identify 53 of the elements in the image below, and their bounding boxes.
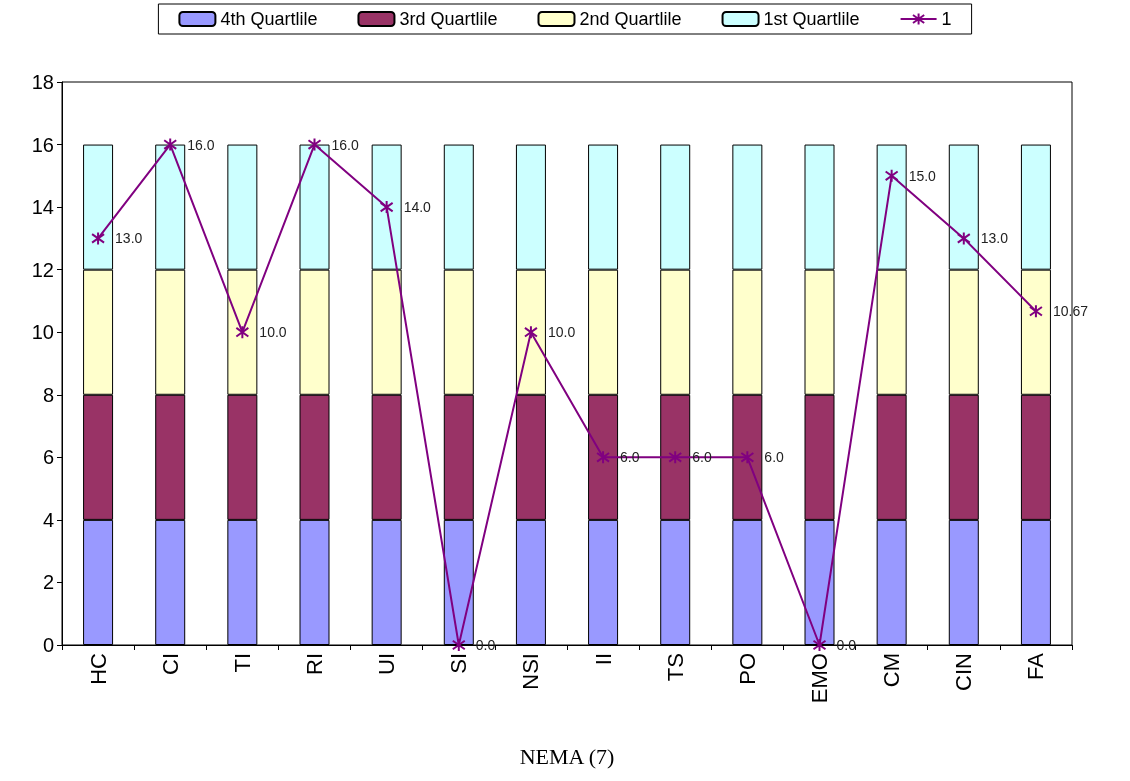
- x-tick-label: EMO: [807, 653, 832, 704]
- data-label: 10.0: [547, 324, 576, 341]
- x-tick-label: RI: [302, 653, 327, 675]
- y-tick-label: 0: [42, 634, 54, 656]
- y-tick-label: 6: [42, 446, 54, 469]
- point: [668, 450, 683, 465]
- x-tick-label: CI: [157, 653, 183, 675]
- y-tick-label: 10: [31, 321, 54, 344]
- point: [884, 168, 899, 183]
- x-tick-label: CM: [879, 653, 905, 688]
- point: [91, 231, 106, 246]
- y-tick-label: 14: [31, 196, 54, 219]
- data-label: 14.0: [403, 199, 432, 216]
- x-tick-label: HC: [85, 652, 111, 685]
- x-tick-label: NSI: [518, 653, 544, 690]
- point: [740, 450, 755, 465]
- data-label: 6.0: [764, 449, 785, 466]
- x-tick-label: UI: [374, 653, 400, 675]
- point: [812, 638, 827, 652]
- y-tick-label: 12: [31, 258, 54, 281]
- y-tick-label: 18: [31, 71, 54, 93]
- point: [956, 231, 971, 246]
- y-tick-label: 16: [31, 133, 54, 156]
- y-tick-label: 2: [42, 571, 54, 594]
- data-label: 13.0: [115, 230, 143, 247]
- x-tick-label: PO: [734, 653, 760, 685]
- data-label: 15.0: [908, 167, 937, 184]
- legend-label: 1: [941, 9, 952, 29]
- y-tick-label: 8: [42, 383, 54, 406]
- x-tick-label: TI: [229, 653, 255, 673]
- point: [523, 325, 538, 340]
- y-tick-label: 4: [42, 508, 54, 531]
- legend-label: 2nd Quartlile: [579, 9, 682, 29]
- data-label: 10.0: [259, 324, 287, 341]
- data-label: 16.0: [331, 136, 359, 153]
- point: [235, 325, 250, 340]
- x-tick-label: II: [590, 653, 616, 666]
- data-label: 13.0: [980, 230, 1009, 247]
- x-tick-label: TS: [662, 653, 688, 682]
- point: [163, 137, 178, 152]
- x-tick-label: CIN: [951, 653, 977, 691]
- point: [451, 638, 466, 652]
- data-label: 16.0: [187, 136, 215, 153]
- point: [307, 137, 322, 152]
- point: [596, 450, 611, 465]
- legend-label: 1st Quartlile: [763, 9, 860, 29]
- legend-label: 4th Quartlile: [220, 9, 318, 29]
- legend-label: 3rd Quartlile: [399, 9, 498, 29]
- point: [1028, 304, 1043, 319]
- point: [379, 200, 394, 215]
- x-axis-title: NEMA (7): [519, 743, 615, 769]
- x-tick-label: FA: [1023, 652, 1049, 680]
- x-tick-label: SI: [446, 653, 472, 674]
